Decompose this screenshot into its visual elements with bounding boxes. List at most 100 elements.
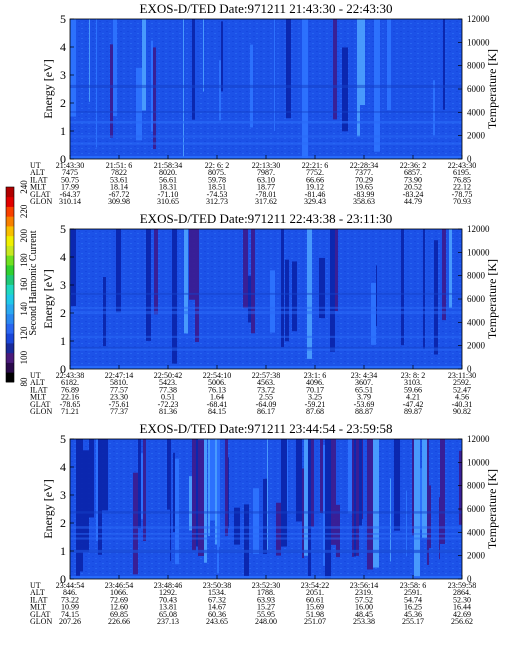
orbit-value: 81.36	[159, 407, 177, 416]
orbit-value: 66.66	[306, 175, 324, 184]
y-right-tick-label: 12000	[467, 14, 490, 24]
heatmap-cell	[243, 229, 248, 309]
heatmap-cell	[136, 67, 142, 141]
orbit-value: -78.75	[452, 190, 473, 199]
orbit-value: 19.12	[306, 183, 324, 192]
x-tick-label: 22:36: 2	[400, 161, 426, 170]
orbit-value: 248.00	[255, 617, 277, 626]
orbit-value: 2.55	[259, 393, 273, 402]
heatmap-cell	[253, 488, 259, 554]
heatmap-cell	[331, 439, 336, 545]
orbit-value: 17.99	[61, 183, 79, 192]
orbit-value: 51.98	[306, 610, 324, 619]
heatmap-band	[70, 142, 462, 145]
heatmap-cell	[281, 439, 287, 547]
panel-title: EXOS-D/TED Date:971211 22:43:38 - 23:11:…	[140, 211, 393, 226]
orbit-value: 7377.	[355, 168, 373, 177]
orbit-row-label: GLAT	[30, 610, 51, 619]
heatmap-cell	[116, 229, 121, 313]
orbit-value: 329.43	[304, 197, 326, 206]
y-right-tick-label: 4000	[467, 107, 486, 117]
orbit-value: -67.72	[109, 190, 130, 199]
y-axis-label: Energy [eV]	[41, 269, 55, 328]
panel-3: EXOS-D/TED Date:971211 23:44:54 - 23:59:…	[30, 421, 499, 626]
orbit-value: 1066.	[110, 588, 128, 597]
heatmap-cell	[422, 439, 427, 538]
heatmap-band	[70, 310, 462, 315]
heatmap-cell	[198, 440, 204, 556]
heatmap-cell	[412, 439, 414, 536]
heatmap-cell	[348, 439, 352, 514]
heatmap-cell	[354, 439, 356, 557]
orbit-row-label: UT	[30, 581, 41, 590]
orbit-value: 4.56	[455, 393, 469, 402]
y-right-tick-label: 8000	[467, 271, 486, 281]
y-right-tick-label: 2000	[467, 551, 486, 561]
heatmap-cell	[336, 504, 340, 558]
colorbar-cell	[6, 362, 14, 373]
heatmap-cell	[219, 439, 220, 547]
heatmap-cell	[133, 472, 138, 575]
heatmap-cell	[76, 439, 80, 576]
orbit-value: 44.79	[404, 197, 422, 206]
heatmap-cell	[267, 439, 268, 550]
orbit-value: 207.26	[59, 617, 81, 626]
heatmap-cell	[244, 504, 249, 576]
orbit-value: 63.10	[257, 175, 275, 184]
orbit-row-label: GLAT	[30, 400, 51, 409]
orbit-value: 4096.	[306, 378, 324, 387]
heatmap-cell	[414, 439, 420, 577]
orbit-value: 45.36	[404, 610, 422, 619]
heatmap-cell	[373, 439, 379, 568]
heatmap-cell	[276, 502, 281, 556]
orbit-value: -74.53	[207, 190, 228, 199]
orbit-value: 846.	[63, 588, 77, 597]
orbit-value: 312.73	[206, 197, 228, 206]
orbit-row-label: MLT	[30, 603, 46, 612]
heatmap-cell	[173, 452, 175, 533]
orbit-row-label: ILAT	[30, 595, 47, 604]
heatmap-cell	[281, 229, 284, 348]
y-axis-label: Energy [eV]	[41, 479, 55, 538]
heatmap-cell	[311, 439, 314, 527]
heatmap-band	[70, 537, 462, 540]
y-tick-label: 5	[60, 12, 66, 26]
heatmap-cell	[98, 439, 102, 555]
x-tick-label: 23: 8: 2	[401, 371, 425, 380]
y-right-tick-label: 6000	[467, 84, 486, 94]
y-tick-label: 5	[60, 432, 66, 446]
heatmap-cell	[154, 229, 158, 315]
y-axis-label: Energy [eV]	[41, 59, 55, 118]
heatmap-band	[70, 292, 462, 295]
y-tick-label: 0	[60, 572, 66, 586]
orbit-value: 87.68	[306, 407, 324, 416]
x-tick-label: 22:43:38	[56, 371, 84, 380]
heatmap-cell	[357, 19, 360, 137]
heatmap-cell	[285, 259, 289, 342]
orbit-value: 256.62	[451, 617, 473, 626]
orbit-value: 48.45	[355, 610, 373, 619]
orbit-value: 50.75	[61, 175, 79, 184]
heatmap-cell	[434, 240, 438, 355]
heatmap-cell	[204, 439, 207, 563]
orbit-value: 56.61	[159, 175, 177, 184]
x-tick-label: 22:13:30	[252, 161, 280, 170]
heatmap-cell	[96, 439, 98, 541]
heatmap-cell	[443, 19, 445, 110]
y-right-tick-label: 6000	[467, 504, 486, 514]
x-tick-label: 23:11:30	[448, 371, 476, 380]
heatmap-cell	[146, 229, 151, 341]
y-right-axis-label: Temperature [K]	[485, 259, 499, 339]
heatmap-cell	[362, 439, 363, 520]
x-tick-label: 23:52:30	[252, 581, 280, 590]
heatmap-cell	[248, 275, 251, 323]
orbit-value: 3103.	[404, 378, 422, 387]
colorbar-cell	[6, 304, 14, 315]
y-right-tick-label: 2000	[467, 131, 486, 141]
colorbar-cell	[6, 235, 14, 246]
orbit-value: 255.17	[402, 617, 424, 626]
orbit-value: 60.61	[306, 595, 324, 604]
y-tick-label: 2	[60, 96, 66, 110]
heatmap-cells	[70, 439, 462, 579]
orbit-value: 3.25	[308, 393, 322, 402]
